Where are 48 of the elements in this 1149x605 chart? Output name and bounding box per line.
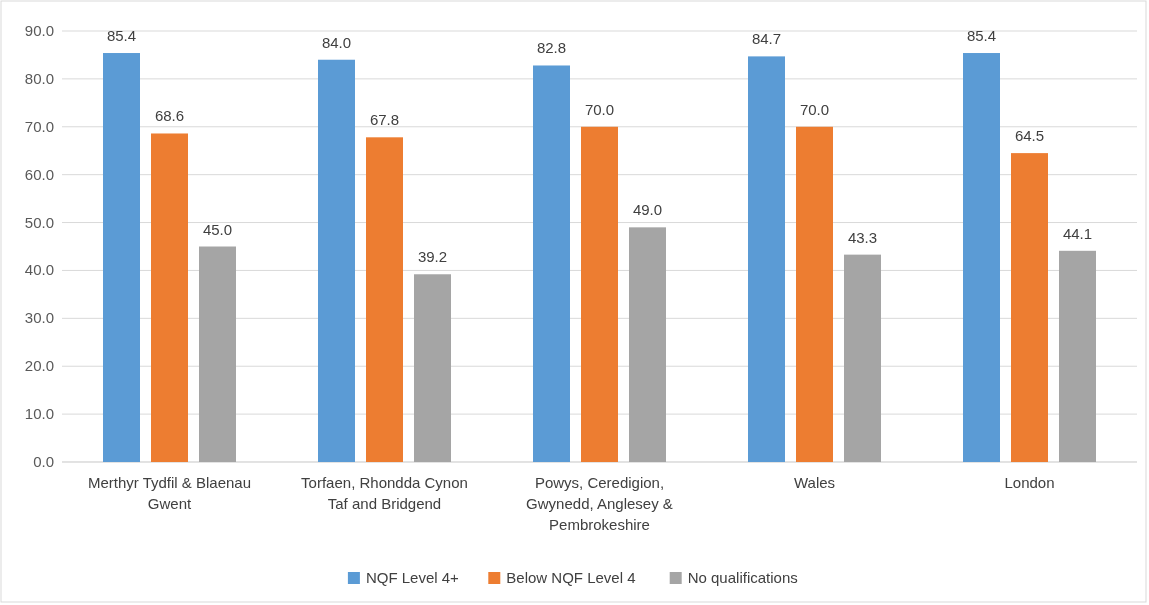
y-tick-label: 20.0 [24,357,54,375]
bar [414,274,451,462]
y-tick-label: 10.0 [24,405,54,423]
y-tick-label: 40.0 [24,261,54,279]
x-tick-label: Merthyr Tydfil & Blaenau Gwent [87,474,252,512]
data-label: 67.8 [369,111,400,129]
y-tick-label: 60.0 [24,165,54,183]
legend-label: No qualifications [687,569,798,586]
bar [748,56,785,462]
data-label: 39.2 [417,248,448,266]
data-label: 70.0 [799,100,830,118]
bar [844,254,881,462]
x-tick-label: Powys, Ceredigion, Gwynedd, Anglesey & Pembrokeshire [526,474,673,533]
bar [151,133,188,462]
bar [318,59,355,462]
data-label: 44.1 [1062,224,1093,242]
data-label: 49.0 [632,201,663,219]
bar [963,53,1000,462]
bar [533,65,570,462]
data-label: 70.0 [584,100,615,118]
legend-label: Below NQF Level 4 [506,569,636,586]
y-tick-label: 80.0 [24,69,54,87]
data-label: 85.4 [106,27,137,45]
bar [629,227,666,462]
y-tick-label: 0.0 [33,453,54,470]
y-tick-label: 70.0 [24,117,54,135]
x-tick-label: London [1004,474,1055,491]
legend-label: NQF Level 4+ [365,569,460,586]
y-tick-label: 90.0 [24,22,54,39]
bar [1011,153,1048,462]
y-tick-label: 50.0 [24,213,54,231]
data-label: 43.3 [847,228,878,246]
data-label: 82.8 [536,39,567,57]
data-label: 84.0 [321,33,352,51]
bar [199,246,236,462]
x-tick-label: Torfaen, Rhondda Cynon Taf and Bridgend [301,474,468,512]
data-label: 64.5 [1014,127,1045,145]
bar [1059,250,1096,462]
data-label: 85.4 [966,27,997,45]
bar [366,137,403,462]
bar [103,53,140,462]
data-label: 45.0 [202,220,233,238]
x-tick-label: Wales [793,474,836,491]
data-label: 84.7 [751,30,782,48]
bar [581,126,618,462]
bar [796,126,833,462]
data-label: 68.6 [154,107,185,125]
y-tick-label: 30.0 [24,309,54,327]
